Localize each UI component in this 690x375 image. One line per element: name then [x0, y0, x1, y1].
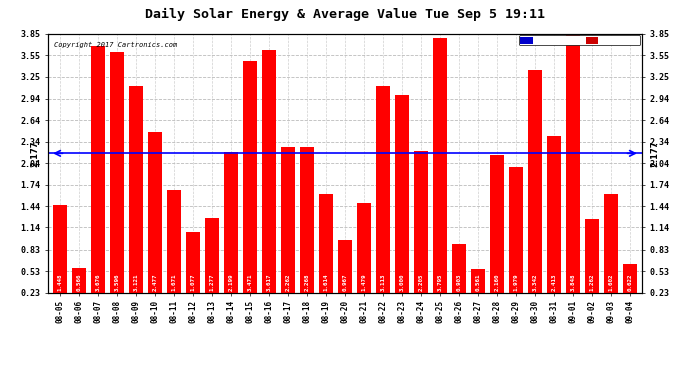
Bar	[300, 147, 314, 309]
Bar	[262, 50, 276, 309]
Text: 1.448: 1.448	[57, 274, 62, 291]
Text: 3.471: 3.471	[248, 274, 253, 291]
Bar	[490, 154, 504, 309]
Bar	[528, 70, 542, 309]
Text: 2.262: 2.262	[286, 274, 290, 291]
Bar	[72, 268, 86, 309]
Bar	[566, 34, 580, 309]
Bar	[167, 189, 181, 309]
Text: 2.199: 2.199	[228, 274, 233, 291]
Bar	[148, 132, 162, 309]
Text: 2.268: 2.268	[304, 274, 309, 291]
Bar	[243, 61, 257, 309]
Bar	[319, 194, 333, 309]
Text: 1.479: 1.479	[362, 274, 366, 291]
Bar	[110, 52, 124, 309]
Bar	[547, 136, 562, 309]
Text: 0.561: 0.561	[475, 274, 481, 291]
Text: 1.979: 1.979	[513, 274, 519, 291]
Text: 1.671: 1.671	[171, 274, 177, 291]
Text: 2.413: 2.413	[552, 274, 557, 291]
Text: 1.277: 1.277	[209, 274, 215, 291]
Bar	[395, 94, 409, 309]
Text: 0.903: 0.903	[457, 274, 462, 291]
Text: 3.121: 3.121	[133, 274, 138, 291]
Bar	[376, 86, 390, 309]
Text: 3.795: 3.795	[437, 274, 442, 291]
Bar	[509, 168, 523, 309]
Bar	[471, 269, 485, 309]
Text: 0.967: 0.967	[342, 274, 348, 291]
Bar	[623, 264, 638, 309]
Bar	[224, 152, 238, 309]
Text: 3.113: 3.113	[381, 274, 386, 291]
Text: 1.262: 1.262	[590, 274, 595, 291]
Text: Copyright 2017 Cartronics.com: Copyright 2017 Cartronics.com	[55, 42, 177, 48]
Bar	[585, 219, 600, 309]
Text: 0.566: 0.566	[76, 274, 81, 291]
Bar	[90, 46, 105, 309]
Text: 1.614: 1.614	[324, 274, 328, 291]
Text: 2.177: 2.177	[651, 140, 660, 166]
Legend: Average  ($), Daily   ($): Average ($), Daily ($)	[519, 35, 640, 45]
Bar	[205, 217, 219, 309]
Text: 3.000: 3.000	[400, 274, 404, 291]
Bar	[357, 203, 371, 309]
Bar	[338, 240, 352, 309]
Text: 3.596: 3.596	[115, 274, 119, 291]
Text: Daily Solar Energy & Average Value Tue Sep 5 19:11: Daily Solar Energy & Average Value Tue S…	[145, 8, 545, 21]
Bar	[281, 147, 295, 309]
Text: 2.477: 2.477	[152, 274, 157, 291]
Text: 3.617: 3.617	[266, 274, 271, 291]
Text: 2.205: 2.205	[419, 274, 424, 291]
Bar	[452, 244, 466, 309]
Text: 3.676: 3.676	[95, 274, 100, 291]
Text: 2.177: 2.177	[30, 140, 39, 166]
Bar	[604, 194, 618, 309]
Text: 3.342: 3.342	[533, 274, 538, 291]
Bar	[433, 38, 447, 309]
Bar	[414, 152, 428, 309]
Text: 2.160: 2.160	[495, 274, 500, 291]
Bar	[186, 232, 200, 309]
Text: 1.602: 1.602	[609, 274, 614, 291]
Text: 1.077: 1.077	[190, 274, 195, 291]
Bar	[128, 86, 143, 309]
Text: 3.848: 3.848	[571, 274, 575, 291]
Bar	[52, 206, 67, 309]
Text: 0.622: 0.622	[628, 274, 633, 291]
